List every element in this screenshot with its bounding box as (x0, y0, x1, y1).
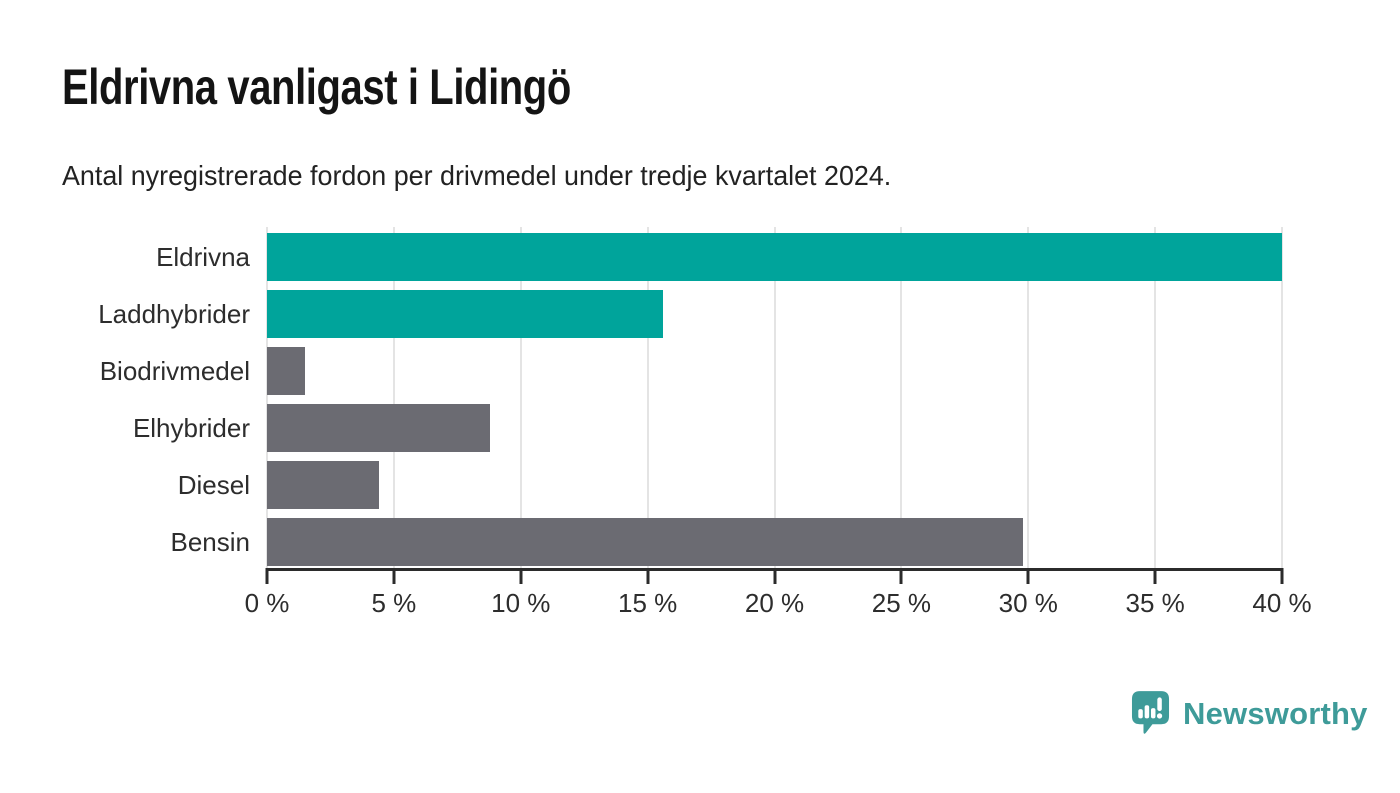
axis-tick-label: 0 % (244, 588, 290, 618)
newsworthy-logo-text: Newsworthy (1183, 695, 1368, 731)
axis-tick (899, 568, 903, 584)
gridline (773, 227, 776, 568)
gridline (900, 227, 903, 568)
bar-diesel (267, 461, 379, 509)
axis-tick-label: 35 % (1125, 588, 1185, 618)
category-label-eldrivna: Eldrivna (156, 242, 250, 272)
bar-eldrivna (267, 233, 1282, 281)
axis-tick-label: 10 % (491, 588, 551, 618)
axis-tick (1153, 568, 1157, 584)
page-subtitle: Antal nyregistrerade fordon per drivmede… (62, 160, 892, 191)
gridline (646, 227, 649, 568)
gridline (1027, 227, 1030, 568)
axis-tick-label: 40 % (1252, 588, 1312, 618)
bar-chart-plot-area (266, 227, 1283, 568)
axis-tick (1026, 568, 1030, 584)
axis-tick-label: 30 % (998, 588, 1058, 618)
category-label-elhybrider: Elhybrider (132, 413, 250, 443)
newsworthy-logo-icon (1131, 691, 1170, 734)
axis-tick-label: 5 % (371, 588, 417, 618)
gridline (266, 227, 268, 568)
page-title: Eldrivna vanligast i Lidingö (62, 59, 571, 115)
category-label-laddhybrider: Laddhybrider (98, 299, 250, 329)
newsworthy-logo: Newsworthy (1131, 690, 1368, 737)
axis-tick (1280, 568, 1284, 584)
gridline (1154, 227, 1157, 568)
category-label-diesel: Diesel (177, 470, 250, 500)
bar-bensin (267, 518, 1024, 566)
bar-biodrivmedel (267, 347, 306, 395)
gridline (519, 227, 522, 568)
category-label-bensin: Bensin (170, 527, 251, 557)
axis-tick-label: 25 % (871, 588, 931, 618)
axis-tick (265, 568, 269, 584)
axis-tick-label: 20 % (744, 588, 805, 618)
bar-elhybrider (267, 404, 491, 452)
bar-laddhybrider (267, 290, 663, 338)
axis-tick (519, 568, 523, 584)
axis-tick-label: 15 % (617, 588, 678, 618)
axis-tick (392, 568, 396, 584)
category-label-biodrivmedel: Biodrivmedel (99, 356, 250, 386)
gridline (392, 227, 395, 568)
axis-tick (646, 568, 650, 584)
axis-tick (773, 568, 776, 584)
gridline (1281, 227, 1283, 568)
